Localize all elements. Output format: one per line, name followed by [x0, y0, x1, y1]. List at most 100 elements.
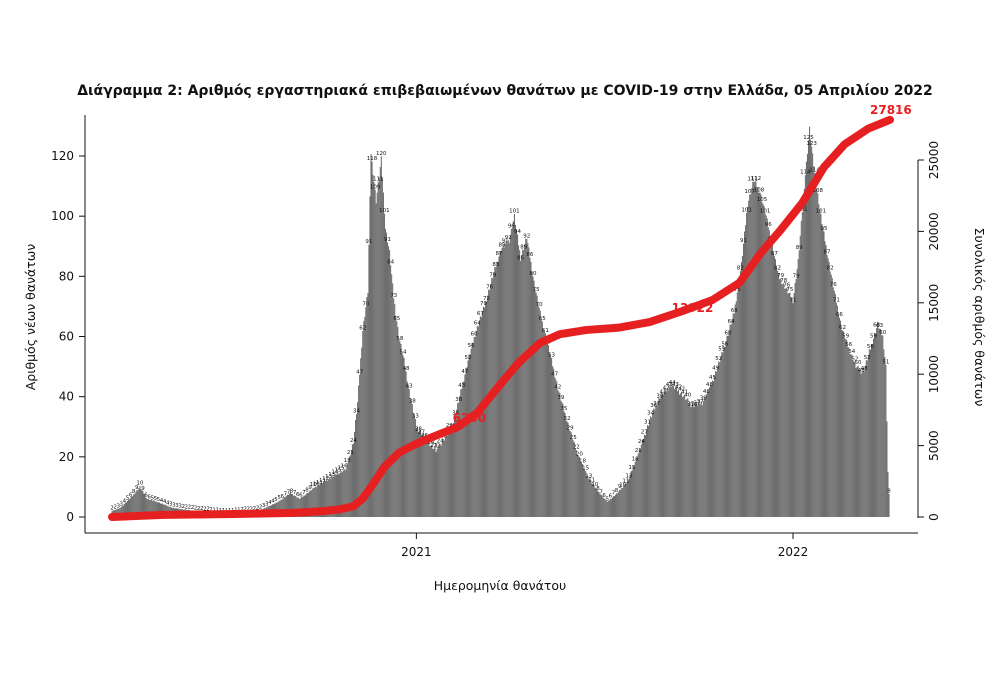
daily-bar [693, 407, 695, 517]
daily-bar [418, 430, 421, 517]
daily-bar [844, 338, 846, 517]
daily-bar [766, 218, 768, 517]
bar-value-label: 83 [492, 262, 499, 268]
daily-bar [336, 474, 338, 517]
daily-bar [285, 495, 287, 517]
bar-value-label: 120 [376, 151, 387, 157]
daily-bar [767, 227, 769, 517]
bar-value-label: 95 [820, 226, 827, 232]
bar-value-label: 3 [172, 502, 176, 508]
daily-bar [516, 234, 519, 517]
daily-bar [306, 492, 308, 517]
daily-bar [799, 235, 801, 517]
daily-bar [698, 400, 700, 517]
bar-value-label: 109 [370, 184, 381, 190]
bar-value-label: 34 [647, 411, 654, 417]
left-tick-label: 40 [59, 390, 74, 404]
daily-bar [546, 343, 548, 517]
bar-value-label: 15 [338, 466, 345, 472]
daily-bar [485, 301, 487, 517]
daily-bar [633, 466, 635, 517]
bar-value-label: 75 [734, 287, 741, 293]
daily-bar [301, 496, 303, 517]
daily-bar [803, 188, 805, 518]
chart-title: Διάγραμμα 2: Αριθμός εργαστηριακά επιβεβ… [77, 83, 933, 99]
daily-bar [593, 484, 595, 517]
daily-bar [298, 497, 300, 517]
daily-bar [750, 194, 752, 517]
daily-bar [860, 373, 862, 517]
daily-bar [869, 349, 871, 517]
daily-bar [432, 449, 434, 517]
bar-value-label: 123 [806, 141, 817, 147]
bar-value-label: 60 [725, 330, 732, 336]
bar-value-label: 5 [126, 495, 130, 501]
daily-bar [444, 437, 446, 517]
daily-bar [331, 477, 333, 517]
daily-bar [587, 475, 589, 517]
bar-value-label: 94 [514, 229, 521, 235]
daily-bar [769, 238, 771, 517]
daily-bar [541, 321, 543, 517]
daily-bar [695, 402, 697, 517]
bar-value-label: 2 [243, 507, 247, 513]
daily-bar [299, 499, 301, 517]
daily-bar [124, 502, 126, 517]
daily-bar [619, 489, 621, 517]
daily-bar [843, 331, 845, 517]
daily-bar [143, 494, 145, 517]
bar-value-label: 5 [274, 497, 278, 503]
daily-bar [607, 500, 609, 517]
bar-value-label: 80 [529, 271, 536, 277]
daily-bar [586, 475, 588, 517]
daily-bar [723, 346, 725, 517]
cumulative-label: 27816 [870, 103, 912, 117]
daily-bar [675, 386, 677, 517]
daily-bar [120, 507, 122, 517]
daily-bar [446, 435, 448, 517]
daily-bar [631, 470, 633, 517]
daily-bar [528, 247, 530, 517]
daily-bar [828, 261, 830, 517]
daily-bar [333, 476, 335, 517]
daily-bar [526, 238, 528, 517]
daily-bar [458, 402, 460, 517]
bar-value-label: 112 [751, 176, 762, 182]
daily-bar [442, 438, 444, 517]
bar-value-label: 6 [299, 493, 303, 499]
daily-bar [804, 175, 806, 517]
daily-bar [440, 445, 442, 517]
daily-bar [347, 461, 349, 517]
daily-bar [543, 331, 545, 517]
daily-bar [522, 249, 524, 517]
daily-bar [556, 381, 558, 517]
daily-bar [859, 368, 861, 517]
daily-bar [703, 396, 705, 517]
right-tick-label: 25000 [927, 141, 941, 179]
daily-bar [638, 449, 640, 517]
daily-bar [585, 471, 587, 517]
daily-bar [697, 403, 699, 517]
bar-value-label: 24 [437, 438, 444, 444]
daily-bar [565, 420, 567, 517]
bar-value-label: 42 [678, 387, 685, 393]
daily-bar [694, 404, 696, 517]
daily-bar [744, 231, 746, 517]
daily-bar [729, 324, 731, 517]
daily-bar [813, 166, 815, 518]
daily-bar [318, 485, 320, 517]
daily-bar [524, 244, 526, 518]
daily-bar [704, 398, 706, 517]
daily-bar [677, 389, 680, 517]
bar-value-label: 39 [557, 395, 564, 401]
daily-bar [737, 283, 739, 517]
bar-value-label: 5 [157, 497, 161, 503]
daily-bar [834, 293, 836, 517]
daily-bar [682, 397, 684, 517]
bar-value-label: 22 [573, 445, 580, 451]
daily-bar [566, 421, 568, 517]
daily-bar [871, 344, 874, 517]
left-tick-label: 80 [59, 269, 74, 283]
bar-value-label: 18 [579, 459, 586, 465]
daily-bar [424, 438, 426, 517]
